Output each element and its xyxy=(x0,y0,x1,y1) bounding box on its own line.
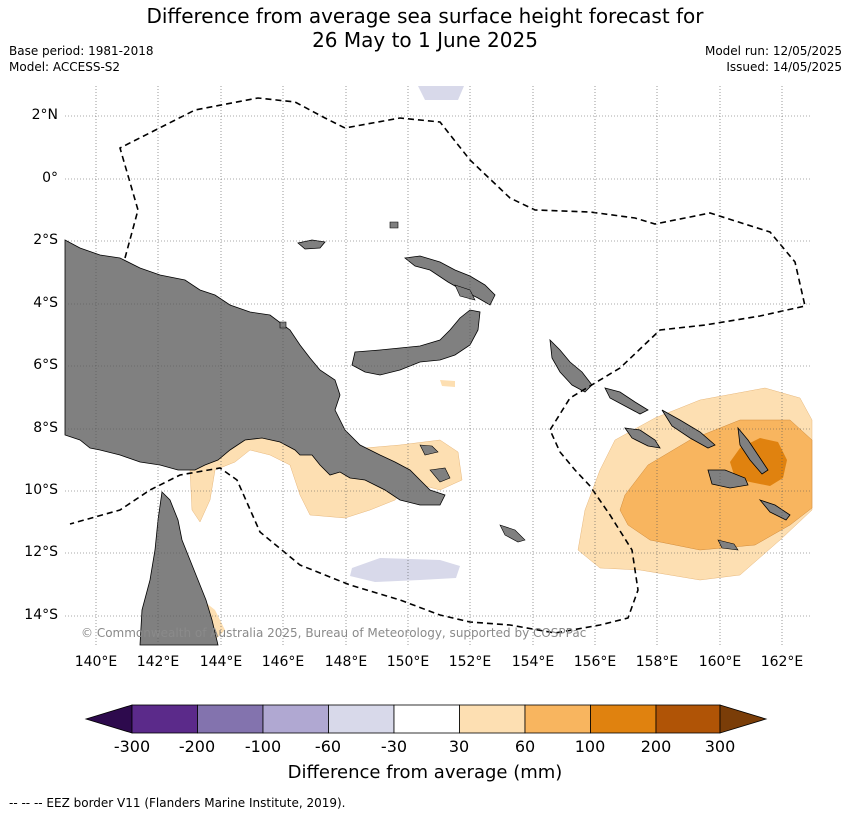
manus-land xyxy=(297,239,326,250)
new-ireland-land xyxy=(404,255,496,306)
colorbar-tick-label: 30 xyxy=(448,737,470,756)
lon-label: 162°E xyxy=(760,654,804,670)
colorbar-tick-label: -200 xyxy=(178,737,216,756)
lon-label: 152°E xyxy=(448,654,492,670)
lon-label: 156°E xyxy=(573,654,617,670)
choiseul-land xyxy=(604,387,649,415)
colorbar-extend-left xyxy=(84,704,133,734)
eez-border xyxy=(69,97,806,634)
new-georgia-land xyxy=(624,427,661,449)
colorbar-bin xyxy=(197,704,264,734)
lat-label: 14°S xyxy=(24,607,58,623)
lat-label: 10°S xyxy=(24,482,58,498)
base-period: Base period: 1981-2018 xyxy=(9,44,154,58)
colorbar-tick-label: -300 xyxy=(113,737,151,756)
dentrecasteaux-land xyxy=(429,467,451,483)
colorbar-bin xyxy=(328,704,395,734)
makira-land xyxy=(758,499,791,521)
lon-label: 158°E xyxy=(635,654,679,670)
anomaly-60-small xyxy=(440,380,455,387)
eez-footnote: -- -- -- EEZ border V11 (Flanders Marine… xyxy=(9,796,346,810)
lon-label: 146°E xyxy=(261,654,305,670)
colorbar-bin xyxy=(459,704,526,734)
small-island-3 xyxy=(717,539,739,551)
colorbar-extend-right xyxy=(719,704,768,734)
title-line-2: 26 May to 1 June 2025 xyxy=(312,28,538,52)
trobriand-land xyxy=(419,444,439,456)
colorbar-tick-label: 60 xyxy=(514,737,536,756)
issued-date: Issued: 14/05/2025 xyxy=(726,60,842,74)
colorbar-tick-label: 200 xyxy=(640,737,672,756)
louisiade-land xyxy=(499,524,526,543)
meta-right: Model run: 12/05/2025 Issued: 14/05/2025 xyxy=(705,43,842,75)
colorbar-title: Difference from average (mm) xyxy=(287,762,563,783)
lat-label: 6°S xyxy=(33,357,58,373)
colorbar-tick-label: 300 xyxy=(704,737,736,756)
lon-label: 150°E xyxy=(386,654,430,670)
lat-label: 2°N xyxy=(31,107,58,123)
colorbar-bin xyxy=(590,704,657,734)
lon-label: 160°E xyxy=(698,654,742,670)
lon-label: 144°E xyxy=(199,654,243,670)
colorbar-bin xyxy=(524,704,591,734)
lat-label: 0° xyxy=(42,170,58,186)
new-britain-land xyxy=(351,309,481,376)
malaita-land xyxy=(737,426,769,475)
new-guinea-land xyxy=(64,239,446,506)
colorbar xyxy=(84,704,768,734)
anomaly-negative-north xyxy=(418,86,464,100)
meta-left: Base period: 1981-2018 Model: ACCESS-S2 xyxy=(9,43,154,75)
model-name: Model: ACCESS-S2 xyxy=(9,60,121,74)
grid-lines xyxy=(65,86,812,645)
copyright-notice: © Commonwealth of Australia 2025, Bureau… xyxy=(81,626,587,640)
colorbar-bin xyxy=(393,704,460,734)
colorbar-tick-label: -30 xyxy=(380,737,408,756)
santa-isabel-land xyxy=(661,409,716,449)
colorbar-bin xyxy=(131,704,198,734)
lat-label: 2°S xyxy=(33,232,58,248)
colorbar-tick-label: -60 xyxy=(314,737,342,756)
lat-label: 12°S xyxy=(24,544,58,560)
small-island-1 xyxy=(389,221,399,229)
anomaly-negative-south xyxy=(350,558,460,582)
lat-label: 8°S xyxy=(33,420,58,436)
colorbar-tick-label: -100 xyxy=(244,737,282,756)
lon-label: 142°E xyxy=(136,654,180,670)
map-area xyxy=(64,86,813,646)
lon-label: 154°E xyxy=(511,654,555,670)
colorbar-bin xyxy=(262,704,329,734)
model-run: Model run: 12/05/2025 xyxy=(704,44,842,58)
lon-label: 148°E xyxy=(324,654,368,670)
bougainville-land xyxy=(549,338,593,393)
lat-label: 4°S xyxy=(33,295,58,311)
colorbar-tick-label: 100 xyxy=(574,737,606,756)
small-island-2 xyxy=(279,321,287,329)
guadalcanal-land xyxy=(707,469,749,489)
title-line-1: Difference from average sea surface heig… xyxy=(146,4,704,28)
colorbar-bin xyxy=(655,704,721,734)
cape-york-land xyxy=(139,491,219,646)
lon-label: 140°E xyxy=(74,654,118,670)
